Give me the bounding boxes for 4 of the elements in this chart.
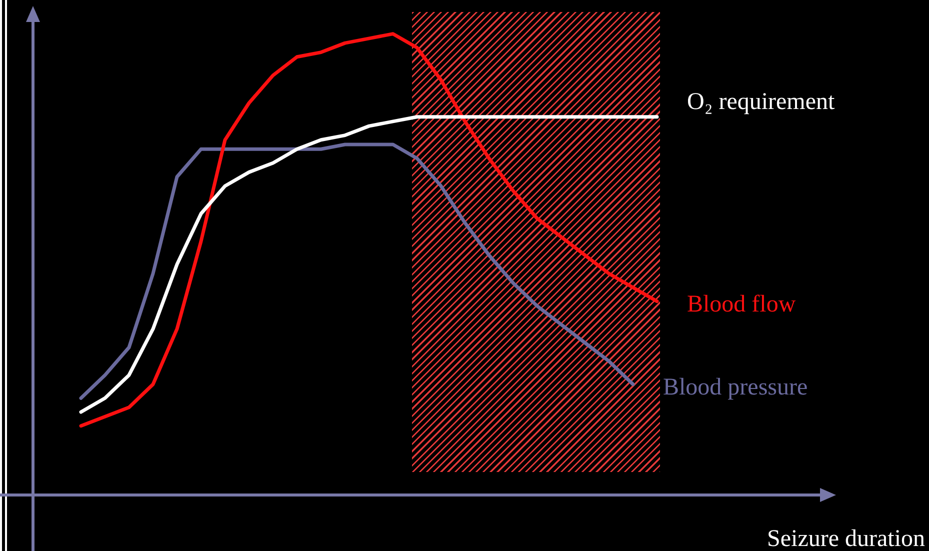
series-label: Blood pressure: [663, 374, 808, 401]
x-axis-title: Seizure duration: [767, 526, 925, 551]
series-label: O₂ requirement: [687, 89, 835, 116]
series-label: Blood flow: [687, 292, 796, 318]
